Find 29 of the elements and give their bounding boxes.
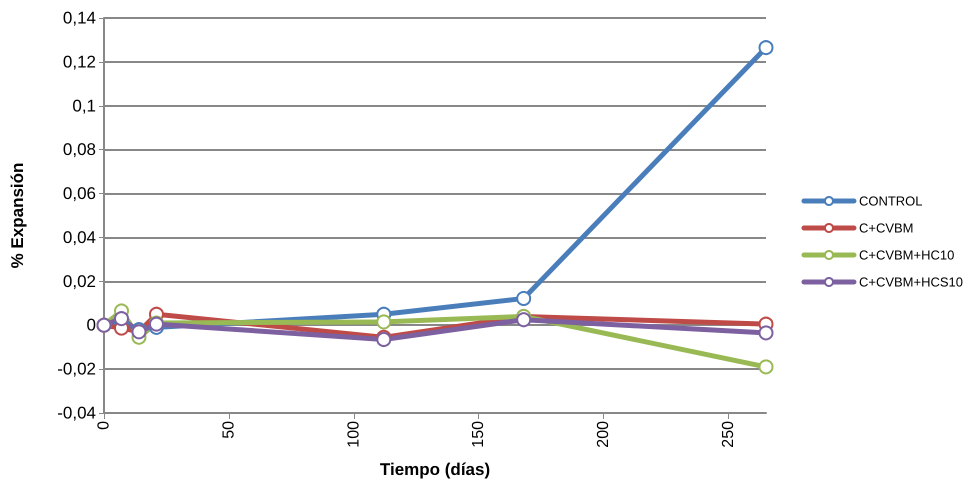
legend-label: C+CVBM (858, 220, 914, 236)
x-tick-label: 0 (96, 420, 112, 430)
point (758, 359, 774, 374)
y-tick-label: 0 (86, 316, 96, 335)
y-axis-title: % Expansión (8, 162, 27, 268)
y-tick-label: 0,1 (72, 96, 96, 116)
y-tick-label: -0,02 (57, 360, 96, 379)
x-tick-label: 200 (595, 420, 612, 448)
y-tick-label: 0,06 (62, 184, 96, 204)
y-tick-label: 0,08 (62, 140, 96, 160)
y-tick-label: 0,04 (62, 228, 96, 247)
legend-label: C+CVBM+HCS10 (858, 274, 964, 290)
y-tick-label: 0,14 (62, 8, 96, 28)
y-tick-label: 0,02 (62, 272, 96, 291)
x-tick-label: 250 (720, 420, 738, 448)
legend-label: C+CVBM+HC10 (858, 248, 954, 262)
x-tick-label: 50 (220, 420, 238, 439)
legend-label: CONTROL (858, 194, 923, 208)
y-tick-label: 0,12 (62, 52, 96, 72)
point (758, 40, 774, 56)
x-tick-label: 150 (470, 420, 488, 448)
x-tick-label: 100 (345, 420, 362, 448)
point (758, 325, 774, 340)
point (516, 290, 532, 306)
y-tick-label: -0,04 (57, 404, 96, 422)
point (114, 311, 129, 326)
point (376, 314, 392, 330)
x-axis-title: Tiempo (días) (380, 460, 490, 479)
point (516, 312, 532, 328)
